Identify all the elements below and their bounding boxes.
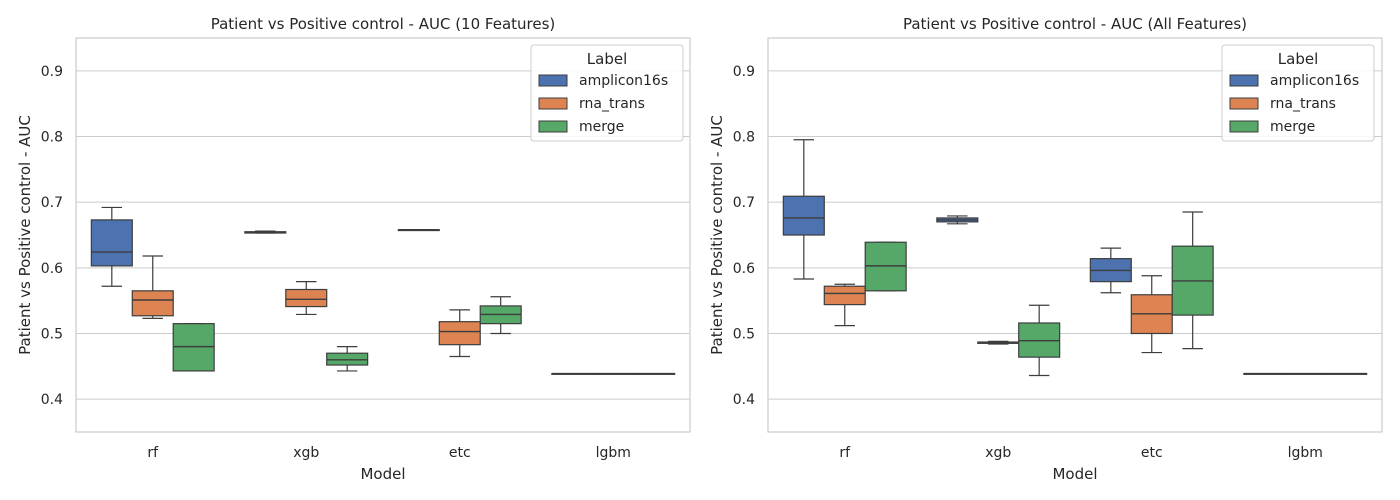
box-amplicon16s-etc — [397, 229, 440, 232]
box-rna_trans-xgb — [977, 340, 1020, 345]
legend-label-merge: merge — [1270, 119, 1315, 135]
box-body — [285, 288, 328, 308]
legend-swatch-rna_trans — [538, 97, 568, 110]
x-axis-label: Model — [360, 465, 405, 483]
box-rna_trans-etc — [1130, 275, 1173, 354]
x-tick-label: etc — [1141, 445, 1163, 461]
legend-swatch-merge — [1229, 120, 1259, 133]
box-rna_trans-rf — [131, 255, 174, 319]
x-tick-label: lgbm — [596, 445, 631, 461]
y-axis-label: Patient vs Positive control - AUC — [16, 115, 34, 355]
legend-label-rna_trans: rna_trans — [1270, 96, 1336, 112]
legend-swatch-merge — [538, 120, 568, 133]
box-amplicon16s-xgb — [936, 215, 979, 225]
legend-swatch-rna_trans — [1229, 97, 1259, 110]
x-tick-label: xgb — [985, 445, 1011, 461]
box-amplicon16s-etc — [1089, 247, 1132, 294]
box-body — [782, 195, 825, 236]
y-tick-label: 0.6 — [41, 261, 63, 277]
box-amplicon16s-rf — [90, 206, 133, 287]
y-tick-label: 0.7 — [41, 195, 63, 211]
y-tick-label: 0.9 — [41, 64, 63, 80]
box-rna_trans-lgbm — [1284, 372, 1327, 375]
legend-title: Label — [587, 50, 627, 68]
y-tick-label: 0.8 — [733, 130, 755, 146]
box-merge-lgbm — [1325, 372, 1368, 375]
legend-label-amplicon16s: amplicon16s — [1270, 73, 1359, 89]
box-amplicon16s-lgbm — [1243, 372, 1286, 375]
box-body — [131, 290, 174, 317]
axes-frame — [75, 37, 691, 433]
box-amplicon16s-rf — [782, 139, 825, 280]
box-body — [823, 285, 866, 306]
x-tick-label: rf — [147, 445, 159, 461]
x-tick-label: lgbm — [1288, 445, 1323, 461]
box-merge-rf — [172, 323, 215, 372]
box-merge-etc — [1171, 211, 1214, 350]
x-tick-label: xgb — [293, 445, 319, 461]
legend-box — [530, 44, 684, 142]
y-tick-label: 0.6 — [733, 261, 755, 277]
box-merge-xgb — [326, 346, 369, 372]
legend-label-merge: merge — [579, 119, 624, 135]
box-rna_trans-xgb — [285, 281, 328, 316]
box-merge-lgbm — [633, 372, 676, 375]
y-axis-label: Patient vs Positive control - AUC — [708, 115, 726, 355]
y-tick-label: 0.5 — [41, 327, 63, 343]
y-tick-label: 0.4 — [733, 392, 755, 408]
legend-box — [1221, 44, 1375, 142]
box-rna_trans-lgbm — [592, 372, 635, 375]
x-tick-label: etc — [449, 445, 471, 461]
y-tick-label: 0.5 — [733, 327, 755, 343]
legend-label-amplicon16s: amplicon16s — [579, 73, 668, 89]
y-tick-label: 0.7 — [733, 195, 755, 211]
box-merge-rf — [864, 241, 907, 292]
y-tick-label: 0.9 — [733, 64, 755, 80]
chart-panel-all-features: 0.4 0.5 0.6 0.7 0.8 0.9 rf xgb etc lgbm Patient vs… — [708, 15, 1383, 483]
y-tick-label: 0.8 — [41, 130, 63, 146]
x-axis-label: Model — [1052, 465, 1097, 483]
box-amplicon16s-lgbm — [551, 372, 594, 375]
box-rna_trans-etc — [438, 309, 481, 358]
box-merge-xgb — [1018, 304, 1061, 377]
legend-label-rna_trans: rna_trans — [579, 96, 645, 112]
legend-title: Label — [1278, 50, 1318, 68]
x-tick-label: rf — [839, 445, 851, 461]
box-merge-etc — [479, 296, 522, 335]
legend-swatch-amplicon16s — [1229, 74, 1259, 87]
axes-frame — [767, 37, 1383, 433]
chart-panel-10-features: 0.4 0.5 0.6 0.7 0.8 0.9 rf xgb etc lgbm Patient vs… — [16, 15, 691, 483]
chart-title: Patient vs Positive control - AUC (All F… — [903, 15, 1247, 33]
chart-title: Patient vs Positive control - AUC (10 Fe… — [211, 15, 556, 33]
box-body — [438, 321, 481, 346]
box-body — [90, 219, 133, 267]
legend-swatch-amplicon16s — [538, 74, 568, 87]
box-rna_trans-rf — [823, 283, 866, 327]
y-tick-label: 0.4 — [41, 392, 63, 408]
box-amplicon16s-xgb — [244, 230, 287, 234]
